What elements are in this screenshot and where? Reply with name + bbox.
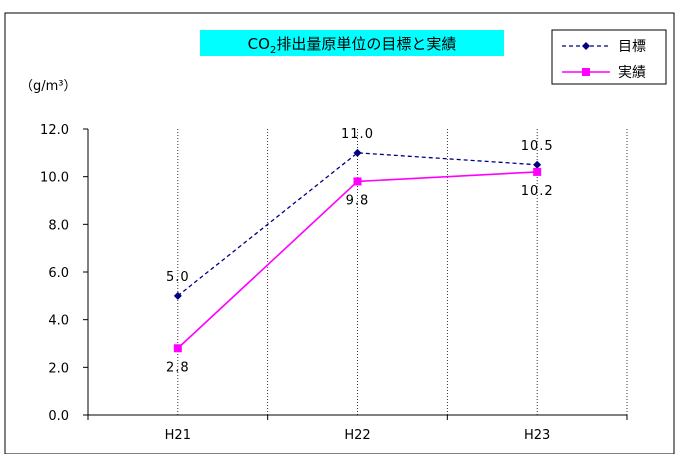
chart-title: CO2排出量原単位の目標と実績 (200, 30, 504, 56)
y-tick-label: 2.0 (48, 361, 69, 376)
y-tick-label: 10.0 (40, 171, 69, 186)
data-label-target: 5.0 (166, 270, 190, 285)
data-point-target (353, 148, 362, 157)
data-point-target (173, 291, 182, 300)
legend-target-marker (582, 42, 590, 50)
x-tick-label: H23 (524, 428, 550, 443)
data-point-actual (353, 177, 362, 186)
y-tick-label: 6.0 (48, 266, 69, 281)
legend: 目標 実績 (551, 29, 667, 85)
data-label-target: 11.0 (341, 127, 374, 142)
data-label-actual: 10.2 (521, 184, 554, 199)
data-point-target (533, 160, 542, 169)
y-axis-unit-label: （g/m³） (20, 79, 77, 94)
legend-target-label: 目標 (618, 39, 646, 55)
data-point-actual (533, 167, 542, 176)
y-tick-label: 12.0 (40, 123, 69, 138)
title-background (200, 30, 504, 56)
y-tick-label: 8.0 (48, 218, 69, 233)
x-tick-label: H21 (165, 428, 191, 443)
y-tick-label: 0.0 (48, 409, 69, 424)
plot-area: 0.0 2.0 4.0 6.0 8.0 10.0 12.0 H21 H22 H23 5.0 11.0 1… (40, 123, 628, 443)
legend-actual-label: 実績 (618, 65, 646, 81)
data-label-target: 10.5 (521, 139, 554, 154)
chart-frame (4, 12, 675, 454)
y-tick-label: 4.0 (48, 314, 69, 329)
data-label-actual: 9.8 (346, 193, 370, 208)
data-label-actual: 2.8 (166, 360, 190, 375)
legend-actual-marker (582, 68, 590, 76)
x-tick-label: H22 (344, 428, 370, 443)
data-point-actual (173, 344, 182, 353)
legend-box (551, 29, 667, 85)
title-text: CO2排出量原単位の目標と実績 (248, 35, 457, 56)
